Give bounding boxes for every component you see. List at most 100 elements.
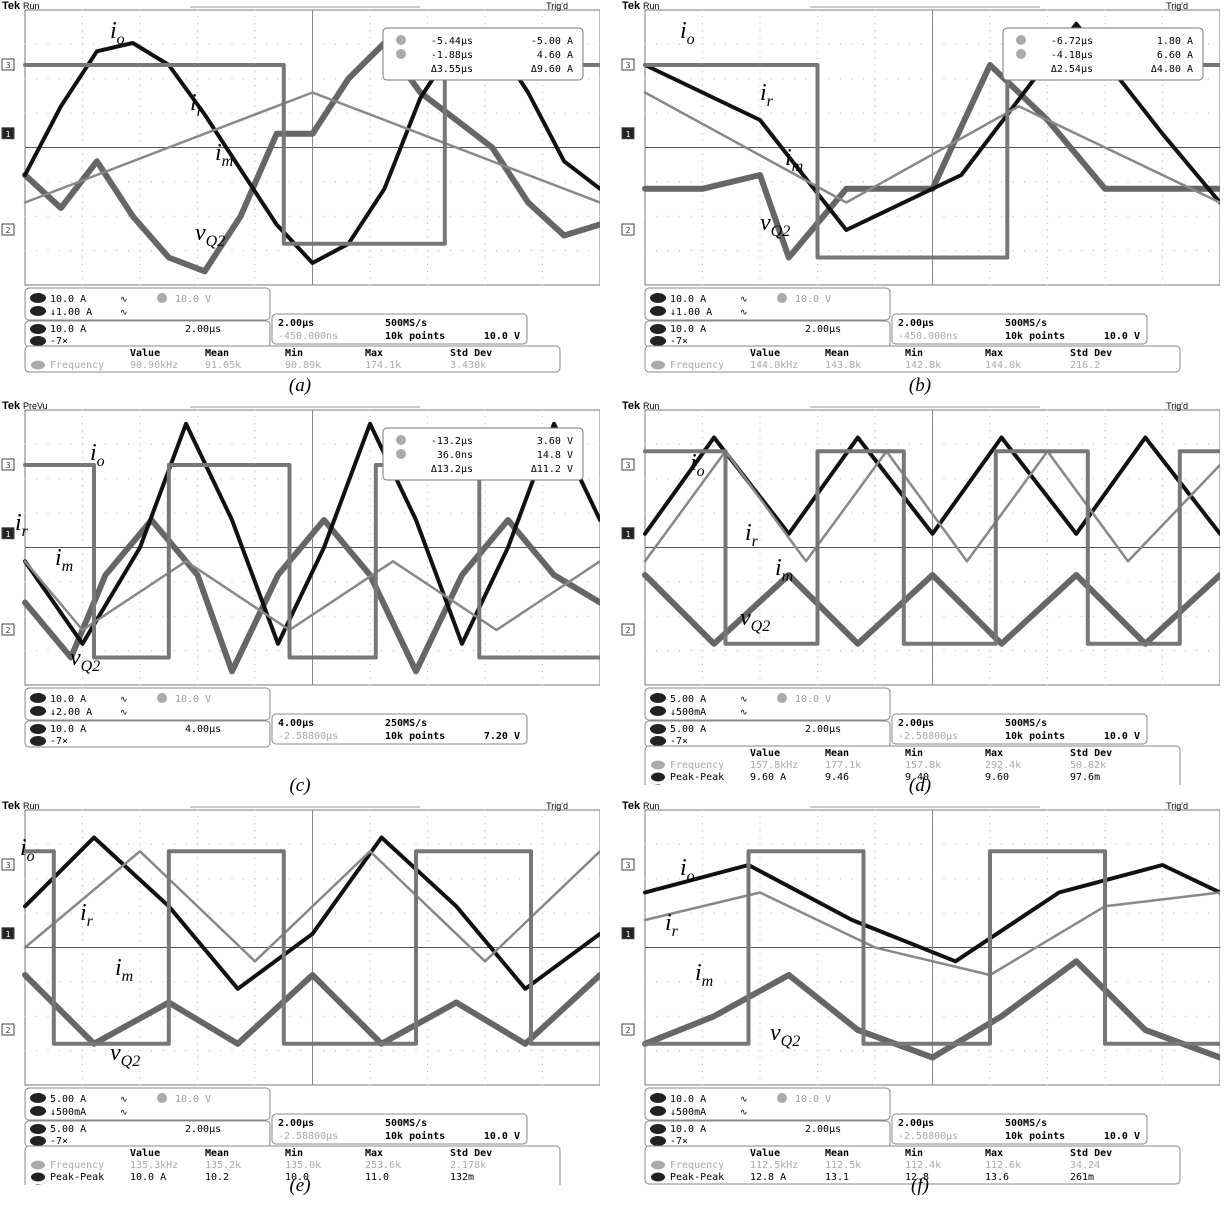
svg-text:5.00 A: 5.00 A: [50, 1124, 86, 1135]
svg-text:2: 2: [6, 626, 11, 635]
svg-text:500MS/s: 500MS/s: [385, 318, 427, 329]
svg-text:↓1.00 A: ↓1.00 A: [50, 307, 92, 318]
svg-text:Peak-Peak: Peak-Peak: [670, 772, 724, 783]
svg-text:Δ13.2µs: Δ13.2µs: [431, 464, 473, 475]
svg-text:216: 216: [285, 1184, 303, 1185]
timebase-readout: 4.00µs 250MS/s 7.20 V -2.58800µs 10k points: [271, 713, 528, 745]
svg-text:1: 1: [626, 130, 631, 139]
label-i-r: ir: [15, 510, 29, 540]
acq-status: Run: [643, 401, 660, 411]
trigger-status: Trig'd: [546, 1, 568, 11]
svg-text:Mean: Mean: [825, 1148, 849, 1159]
timebase-readout: 2.00µs 500MS/s 10.0 V -2.58800µs 10k points: [891, 1113, 1148, 1145]
timebase-readout: 2.00µs 500MS/s 10.0 V -450.000ns 10k points: [271, 313, 528, 345]
svg-text:10.0 V: 10.0 V: [1104, 1131, 1140, 1142]
svg-text:Mean: Mean: [50, 1184, 74, 1185]
svg-text:10k points: 10k points: [385, 1130, 445, 1142]
svg-text:10.0 V: 10.0 V: [795, 1094, 831, 1105]
svg-text:90.90kHz: 90.90kHz: [130, 360, 178, 371]
svg-text:10.0 A: 10.0 A: [670, 294, 706, 305]
svg-text:500MS/s: 500MS/s: [1005, 718, 1047, 729]
svg-text:Peak-Peak: Peak-Peak: [50, 1172, 104, 1183]
svg-text:91.05k: 91.05k: [205, 360, 241, 371]
label-v-q2: vQ2: [740, 605, 770, 635]
svg-text:36.0ns: 36.0ns: [437, 450, 473, 461]
svg-text:2.00µs: 2.00µs: [898, 1118, 934, 1129]
svg-text:3: 3: [626, 61, 631, 70]
svg-text:∿: ∿: [120, 295, 128, 305]
svg-text:142.8k: 142.8k: [905, 360, 941, 371]
svg-text:-7×: -7×: [670, 1136, 688, 1147]
svg-text:250MS/s: 250MS/s: [385, 718, 427, 729]
svg-text:4.00µs: 4.00µs: [278, 718, 314, 729]
svg-text:Min: Min: [285, 347, 303, 359]
label-i-o: io: [680, 18, 695, 48]
svg-text:135.0k: 135.0k: [285, 1160, 321, 1171]
svg-text:112.5kHz: 112.5kHz: [750, 1160, 798, 1171]
svg-text:Max: Max: [365, 1148, 383, 1159]
svg-text:10.0 V: 10.0 V: [175, 294, 211, 305]
svg-text:∿: ∿: [120, 1108, 128, 1118]
trace-i-m: [643, 91, 1220, 204]
svg-text:Value: Value: [130, 1148, 160, 1159]
trace-i-m: [23, 91, 600, 204]
svg-text:Min: Min: [285, 1147, 303, 1159]
svg-text:2.00µs: 2.00µs: [805, 724, 841, 735]
svg-text:112.4k: 112.4k: [905, 1160, 941, 1171]
svg-text:4.00µs: 4.00µs: [185, 724, 221, 735]
svg-text:11.0: 11.0: [365, 1172, 389, 1183]
scope-screen: Tek Run Trig'd 3 1 2 io ir im vQ2 -6.72µs 1.80 A -4.…: [621, 0, 1220, 373]
svg-text:10k points: 10k points: [1005, 330, 1065, 342]
svg-text:Std Dev: Std Dev: [450, 1148, 492, 1159]
svg-text:157.8k: 157.8k: [905, 760, 941, 771]
scope-panel-c: Tek PreVu 3 1 2 io ir im vQ2 -13.2µs 3.60 V 36.0ns 1…: [0, 400, 600, 795]
math-readout: 10.0 A 4.00µs -7×: [24, 720, 271, 748]
svg-text:-7×: -7×: [670, 736, 688, 747]
svg-text:217 V: 217 V: [130, 1184, 160, 1185]
svg-text:3.430k: 3.430k: [450, 360, 486, 371]
svg-text:257m: 257m: [1070, 784, 1094, 785]
svg-text:-7×: -7×: [50, 336, 68, 347]
svg-text:112.5k: 112.5k: [825, 1160, 861, 1171]
svg-text:157.8kHz: 157.8kHz: [750, 760, 798, 771]
acq-status: Run: [23, 801, 40, 811]
svg-text:10.2: 10.2: [205, 1172, 229, 1183]
panel-caption: (d): [908, 775, 932, 796]
svg-text:Max: Max: [985, 1148, 1003, 1159]
svg-text:10k points: 10k points: [385, 330, 445, 342]
measurement-table: Value Mean Min Max Std Dev Frequency 157.8kHz 1…: [644, 745, 1181, 785]
svg-text:34.24: 34.24: [1070, 1160, 1100, 1171]
svg-text:2.00µs: 2.00µs: [185, 1124, 221, 1135]
tek-logo: Tek: [2, 400, 21, 412]
trace-i-r: [643, 21, 1220, 232]
trace-i-o: [22, 972, 600, 1047]
svg-text:∿: ∿: [740, 1108, 748, 1118]
svg-text:112.6k: 112.6k: [985, 1160, 1021, 1171]
acq-status: Run: [23, 1, 40, 11]
svg-text:2.00µs: 2.00µs: [898, 318, 934, 329]
svg-text:261m: 261m: [1070, 1172, 1094, 1183]
label-i-m: im: [215, 140, 233, 170]
svg-text:Δ9.60 A: Δ9.60 A: [531, 64, 573, 75]
svg-text:2.00µs: 2.00µs: [805, 324, 841, 335]
svg-text:↓2.00 A: ↓2.00 A: [50, 707, 92, 718]
svg-text:10.0 A: 10.0 A: [670, 324, 706, 335]
math-readout: 10.0 A 2.00µs -7×: [24, 320, 271, 348]
scale-readout: 5.00 A ∿ 10.0 V ↓500mA ∿: [644, 687, 891, 721]
svg-text:253.6k: 253.6k: [365, 1160, 401, 1171]
svg-text:10k points: 10k points: [1005, 1130, 1065, 1142]
svg-text:∿: ∿: [120, 1095, 128, 1105]
acq-status: PreVu: [23, 401, 48, 411]
svg-text:218: 218: [985, 784, 1003, 785]
label-i-m: im: [775, 555, 793, 585]
svg-text:135.3kHz: 135.3kHz: [130, 1160, 178, 1171]
svg-text:10.0 V: 10.0 V: [175, 694, 211, 705]
svg-text:13.1: 13.1: [825, 1172, 849, 1183]
svg-text:2: 2: [6, 1026, 11, 1035]
svg-text:2: 2: [6, 226, 11, 235]
svg-text:12.8 A: 12.8 A: [750, 1172, 786, 1183]
svg-text:-2.58800µs: -2.58800µs: [278, 731, 338, 742]
label-i-o: io: [680, 855, 695, 885]
svg-text:2: 2: [626, 226, 631, 235]
